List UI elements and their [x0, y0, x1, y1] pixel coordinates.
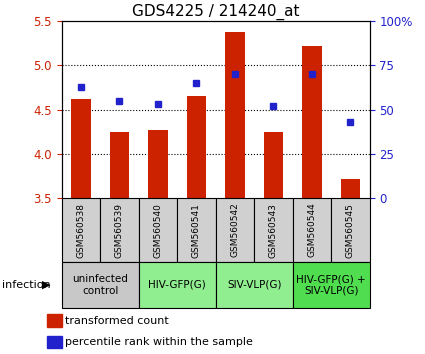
Bar	[331, 198, 370, 262]
Bar	[47, 336, 62, 348]
Text: GSM560539: GSM560539	[115, 202, 124, 258]
Bar	[62, 262, 139, 308]
Text: HIV-GFP(G) +
SIV-VLP(G): HIV-GFP(G) + SIV-VLP(G)	[296, 274, 366, 296]
Bar	[293, 262, 370, 308]
Bar	[71, 99, 91, 198]
Text: GSM560545: GSM560545	[346, 202, 355, 258]
Text: GSM560541: GSM560541	[192, 202, 201, 258]
Bar	[110, 132, 129, 198]
Text: infection: infection	[2, 280, 51, 290]
Text: HIV-GFP(G): HIV-GFP(G)	[148, 280, 206, 290]
Bar	[225, 32, 244, 198]
Bar	[62, 198, 100, 262]
Text: percentile rank within the sample: percentile rank within the sample	[65, 337, 253, 347]
Text: ▶: ▶	[42, 280, 50, 290]
Bar	[139, 262, 215, 308]
Bar	[302, 46, 322, 198]
Bar	[100, 198, 139, 262]
Bar	[139, 198, 177, 262]
Bar	[341, 179, 360, 198]
Text: GSM560544: GSM560544	[307, 203, 317, 257]
Text: SIV-VLP(G): SIV-VLP(G)	[227, 280, 281, 290]
Text: GSM560543: GSM560543	[269, 202, 278, 258]
Bar	[148, 130, 167, 198]
Bar	[215, 262, 293, 308]
Bar	[215, 198, 254, 262]
Text: GSM560538: GSM560538	[76, 202, 85, 258]
Bar	[177, 198, 215, 262]
Text: transformed count: transformed count	[65, 316, 169, 326]
Text: GSM560542: GSM560542	[230, 203, 239, 257]
Bar	[293, 198, 331, 262]
Bar	[187, 96, 206, 198]
Bar	[264, 132, 283, 198]
Text: GSM560540: GSM560540	[153, 202, 162, 258]
Title: GDS4225 / 214240_at: GDS4225 / 214240_at	[132, 4, 300, 20]
Bar	[47, 314, 62, 327]
Text: uninfected
control: uninfected control	[72, 274, 128, 296]
Bar	[254, 198, 293, 262]
